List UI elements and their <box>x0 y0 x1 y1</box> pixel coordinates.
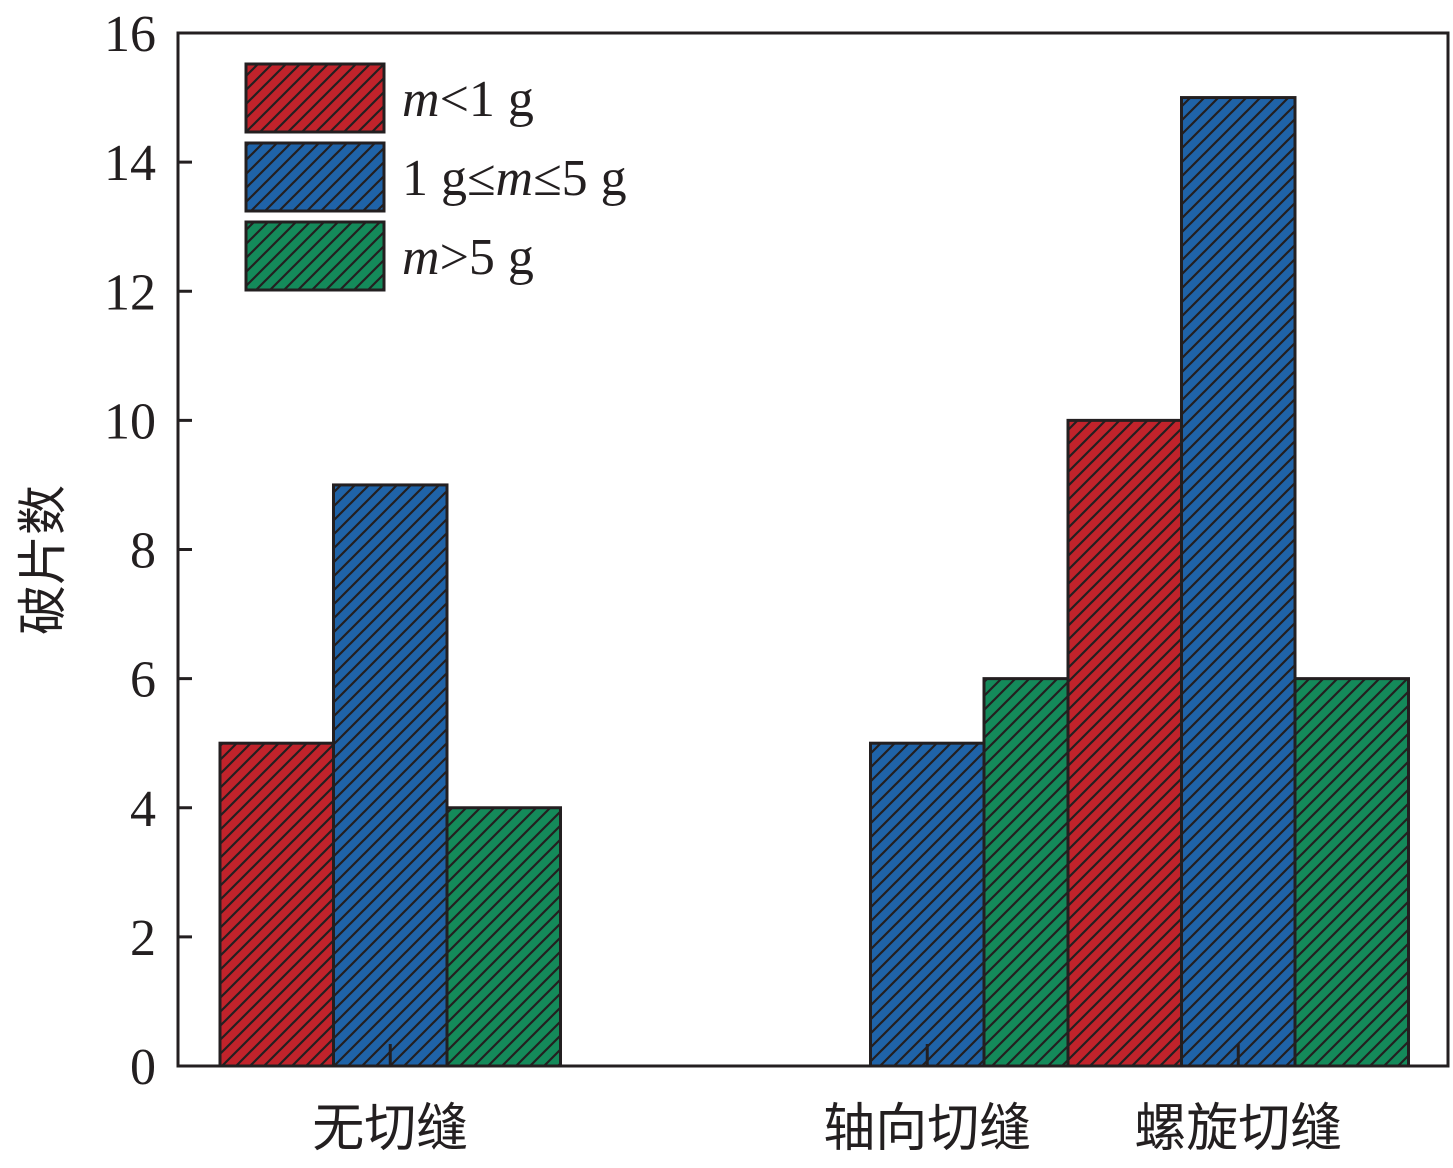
y-tick-label: 8 <box>130 523 156 580</box>
legend-label-1: m<1 g <box>402 71 534 128</box>
legend-label-2: 1 g≤m≤5 g <box>402 150 627 207</box>
y-axis-ticks: 0 2 4 6 8 10 12 14 16 <box>104 6 192 1096</box>
x-category-label: 无切缝 <box>312 1099 468 1159</box>
y-tick-label: 12 <box>104 264 156 321</box>
y-tick-label: 10 <box>104 393 156 450</box>
y-tick-label: 14 <box>104 135 156 192</box>
x-category-label: 螺旋切缝 <box>1134 1099 1342 1159</box>
bar-2-series-2 <box>869 741 986 1068</box>
legend-swatch-3 <box>244 220 386 292</box>
bar-3-series-3 <box>1293 677 1410 1068</box>
y-axis-label: 破片数 <box>14 485 72 635</box>
y-tick-label: 6 <box>130 652 156 709</box>
bar-3-series-1 <box>1066 418 1183 1068</box>
bar-3-series-2 <box>1180 96 1297 1068</box>
x-axis-categories: 无切缝 轴向切缝 螺旋切缝 <box>312 1044 1342 1159</box>
bars-group <box>218 96 1410 1068</box>
y-tick-label: 2 <box>130 910 156 967</box>
y-tick-label: 16 <box>104 6 156 63</box>
bar-1-series-3 <box>445 806 562 1068</box>
legend-swatch-1 <box>244 62 386 134</box>
y-tick-label: 0 <box>130 1039 156 1096</box>
legend-swatch-2 <box>244 141 386 213</box>
bar-1-series-1 <box>218 741 335 1068</box>
x-category-label: 轴向切缝 <box>823 1099 1031 1159</box>
bar-1-series-2 <box>332 483 449 1068</box>
legend: m<1 g 1 g≤m≤5 g m>5 g <box>244 62 627 292</box>
legend-label-3: m>5 g <box>402 229 534 286</box>
y-tick-label: 4 <box>130 781 156 838</box>
